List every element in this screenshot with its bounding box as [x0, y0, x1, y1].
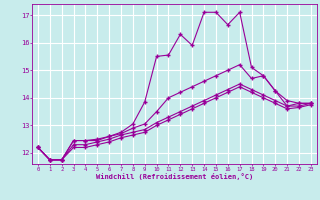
X-axis label: Windchill (Refroidissement éolien,°C): Windchill (Refroidissement éolien,°C) — [96, 173, 253, 180]
